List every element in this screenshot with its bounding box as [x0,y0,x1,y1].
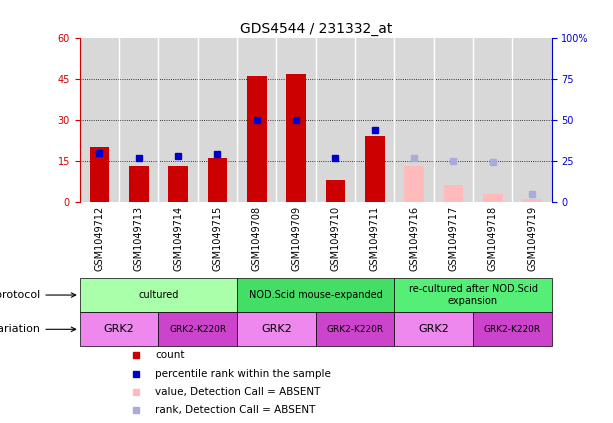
Bar [355,38,394,202]
Text: re-cultured after NOD.Scid
expansion: re-cultured after NOD.Scid expansion [408,284,538,306]
Text: GSM1049714: GSM1049714 [173,206,183,271]
Bar [168,166,188,202]
Bar [286,74,306,202]
Text: percentile rank within the sample: percentile rank within the sample [155,368,331,379]
Bar [473,312,552,346]
Text: GSM1049708: GSM1049708 [252,206,262,271]
Text: rank, Detection Call = ABSENT: rank, Detection Call = ABSENT [155,405,316,415]
Text: NOD.Scid mouse-expanded: NOD.Scid mouse-expanded [249,290,383,300]
Text: cultured: cultured [138,290,178,300]
Text: GSM1049711: GSM1049711 [370,206,379,271]
Text: GSM1049709: GSM1049709 [291,206,301,271]
Bar [316,38,355,202]
Text: GRK2-K220R: GRK2-K220R [484,325,541,334]
Bar [158,38,198,202]
Bar [247,76,267,202]
Text: GRK2: GRK2 [418,324,449,334]
Bar [80,278,237,312]
Text: GSM1049715: GSM1049715 [212,206,223,271]
Text: count: count [155,351,185,360]
Bar [197,38,237,202]
Text: GSM1049710: GSM1049710 [330,206,340,271]
Bar [512,38,552,202]
Bar [404,166,424,202]
Bar [522,199,542,202]
Text: protocol: protocol [0,290,75,300]
Bar [473,38,512,202]
Text: GRK2-K220R: GRK2-K220R [327,325,384,334]
Bar [394,278,552,312]
Bar [89,147,109,202]
Text: GSM1049716: GSM1049716 [409,206,419,271]
Text: GSM1049712: GSM1049712 [94,206,104,271]
Bar [326,180,345,202]
Bar [394,312,473,346]
Text: GSM1049719: GSM1049719 [527,206,537,271]
Bar [365,136,384,202]
Bar [129,166,148,202]
Bar [276,38,316,202]
Text: GRK2: GRK2 [261,324,292,334]
Text: genotype/variation: genotype/variation [0,324,75,334]
Bar [444,185,463,202]
Bar [483,194,503,202]
Text: GSM1049718: GSM1049718 [488,206,498,271]
Bar [208,158,227,202]
Bar [80,312,158,346]
Bar [80,38,119,202]
Bar [237,278,394,312]
Bar [237,312,316,346]
Text: GSM1049717: GSM1049717 [448,206,459,271]
Text: GRK2: GRK2 [104,324,134,334]
Title: GDS4544 / 231332_at: GDS4544 / 231332_at [240,22,392,36]
Text: value, Detection Call = ABSENT: value, Detection Call = ABSENT [155,387,321,397]
Bar [434,38,473,202]
Bar [237,38,276,202]
Bar [158,312,237,346]
Text: GSM1049713: GSM1049713 [134,206,143,271]
Bar [316,312,394,346]
Bar [119,38,158,202]
Bar [394,38,434,202]
Text: GRK2-K220R: GRK2-K220R [169,325,226,334]
